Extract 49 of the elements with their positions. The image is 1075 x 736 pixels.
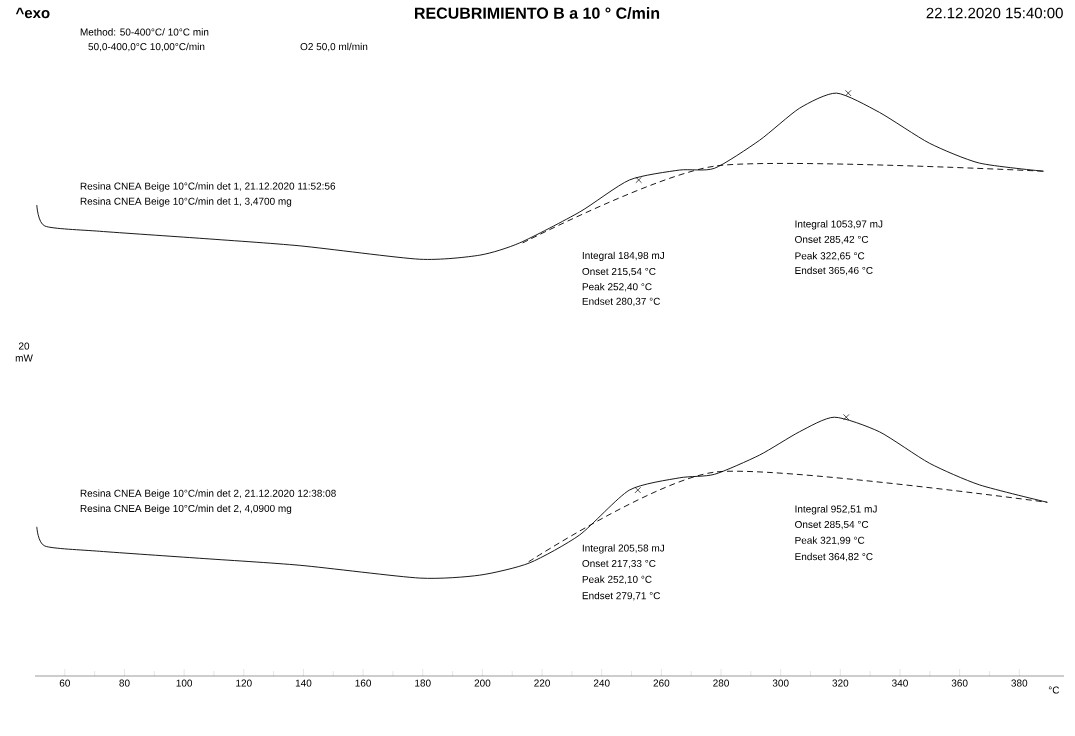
annotation: Integral 1053,97 mJ: [795, 220, 883, 230]
text: 50,0-400,0°C 10,00°C/min: [88, 42, 205, 52]
annotation: Integral 952,51 mJ: [795, 505, 877, 515]
annotation: Endset 364,82 °C: [795, 552, 873, 562]
x-tick-label: 300: [772, 679, 789, 687]
x-tick-label: 280: [713, 679, 729, 687]
annotation: Onset 285,54 °C: [795, 520, 869, 530]
x-axis-title: °C: [1048, 686, 1060, 694]
x-tick-label: 140: [295, 679, 312, 687]
text: ^exo: [15, 7, 50, 19]
x-tick-label: 80: [119, 679, 130, 687]
x-tick-label: 180: [415, 679, 431, 687]
y-axis-title: 20 mW: [15, 342, 33, 362]
annotation: Endset 365,46 °C: [795, 266, 873, 276]
x-tick-label: 100: [176, 679, 193, 687]
annotation: Resina CNEA Beige 10°C/min det 1, 3,4700 mg: [80, 197, 292, 207]
x-tick-label: 260: [653, 679, 670, 687]
text: 22.12.2020 15:40:00: [926, 7, 1063, 19]
annotation: Peak 321,99 °C: [795, 536, 865, 546]
chart-title: RECUBRIMIENTO B a 10 ° C/min: [415, 7, 660, 19]
x-tick-label: 380: [1011, 679, 1028, 687]
annotation: Onset 285,42 °C: [795, 235, 869, 245]
x-tick-label: 320: [832, 679, 849, 687]
annotation: Onset 217,33 °C: [582, 559, 656, 569]
x-tick-label: 60: [59, 679, 70, 687]
x-tick-label: 360: [951, 679, 968, 687]
x-tick-label: 220: [534, 679, 551, 687]
text: Method: 50-400°C/ 10°C min: [80, 28, 209, 36]
text: O2 50,0 ml/min: [300, 42, 368, 52]
x-tick-label: 120: [236, 679, 252, 687]
point: [634, 486, 641, 494]
point: [843, 414, 850, 421]
x-tick-label: 200: [474, 679, 491, 687]
point: [845, 89, 852, 97]
annotation: Integral 184,98 mJ: [582, 251, 664, 261]
annotation: Endset 279,71 °C: [582, 591, 661, 601]
x-tick-label: 160: [355, 679, 372, 687]
point: [635, 176, 642, 184]
x-tick-label: 240: [593, 679, 610, 687]
annotation: Endset 280,37 °C: [582, 297, 661, 307]
x-tick-label: 340: [892, 679, 908, 687]
annotation: Resina CNEA Beige 10°C/min det 2, 4,0900 mg: [80, 504, 292, 514]
annotation: Integral 205,58 mJ: [582, 544, 664, 554]
annotation: Resina CNEA Beige 10°C/min det 2, 21.12.2020 12:38:08: [80, 489, 336, 499]
annotation: Peak 252,10 °C: [582, 575, 652, 585]
annotation: Peak 252,40 °C: [582, 282, 652, 292]
annotation: Resina CNEA Beige 10°C/min det 1, 21.12.2020 11:52:56: [80, 182, 336, 192]
annotation: Onset 215,54 °C: [582, 267, 656, 277]
annotation: Peak 322,65 °C: [795, 252, 865, 261]
